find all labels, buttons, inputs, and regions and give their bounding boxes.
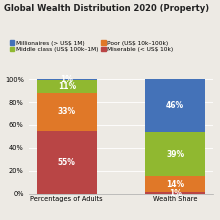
Bar <box>37 79 97 80</box>
Bar <box>145 192 205 194</box>
Text: 1%: 1% <box>169 189 182 198</box>
Bar <box>145 132 205 176</box>
Text: 39%: 39% <box>166 150 184 159</box>
Bar <box>145 176 205 192</box>
Bar <box>37 93 97 131</box>
Text: 33%: 33% <box>58 107 76 116</box>
Text: 1%: 1% <box>60 75 73 84</box>
Text: 55%: 55% <box>58 158 76 167</box>
Bar <box>145 79 205 132</box>
Text: 11%: 11% <box>58 82 76 91</box>
Text: 14%: 14% <box>166 180 184 189</box>
Bar <box>37 80 97 93</box>
Bar <box>37 131 97 194</box>
Legend: Millionaires (> US$ 1M), Middle class (US$ 100k–1M), Poor (US$ 10k–100k), Misera: Millionaires (> US$ 1M), Middle class (U… <box>7 38 176 54</box>
Text: Global Wealth Distribution 2020 (Property): Global Wealth Distribution 2020 (Propert… <box>4 4 209 13</box>
Text: 46%: 46% <box>166 101 184 110</box>
